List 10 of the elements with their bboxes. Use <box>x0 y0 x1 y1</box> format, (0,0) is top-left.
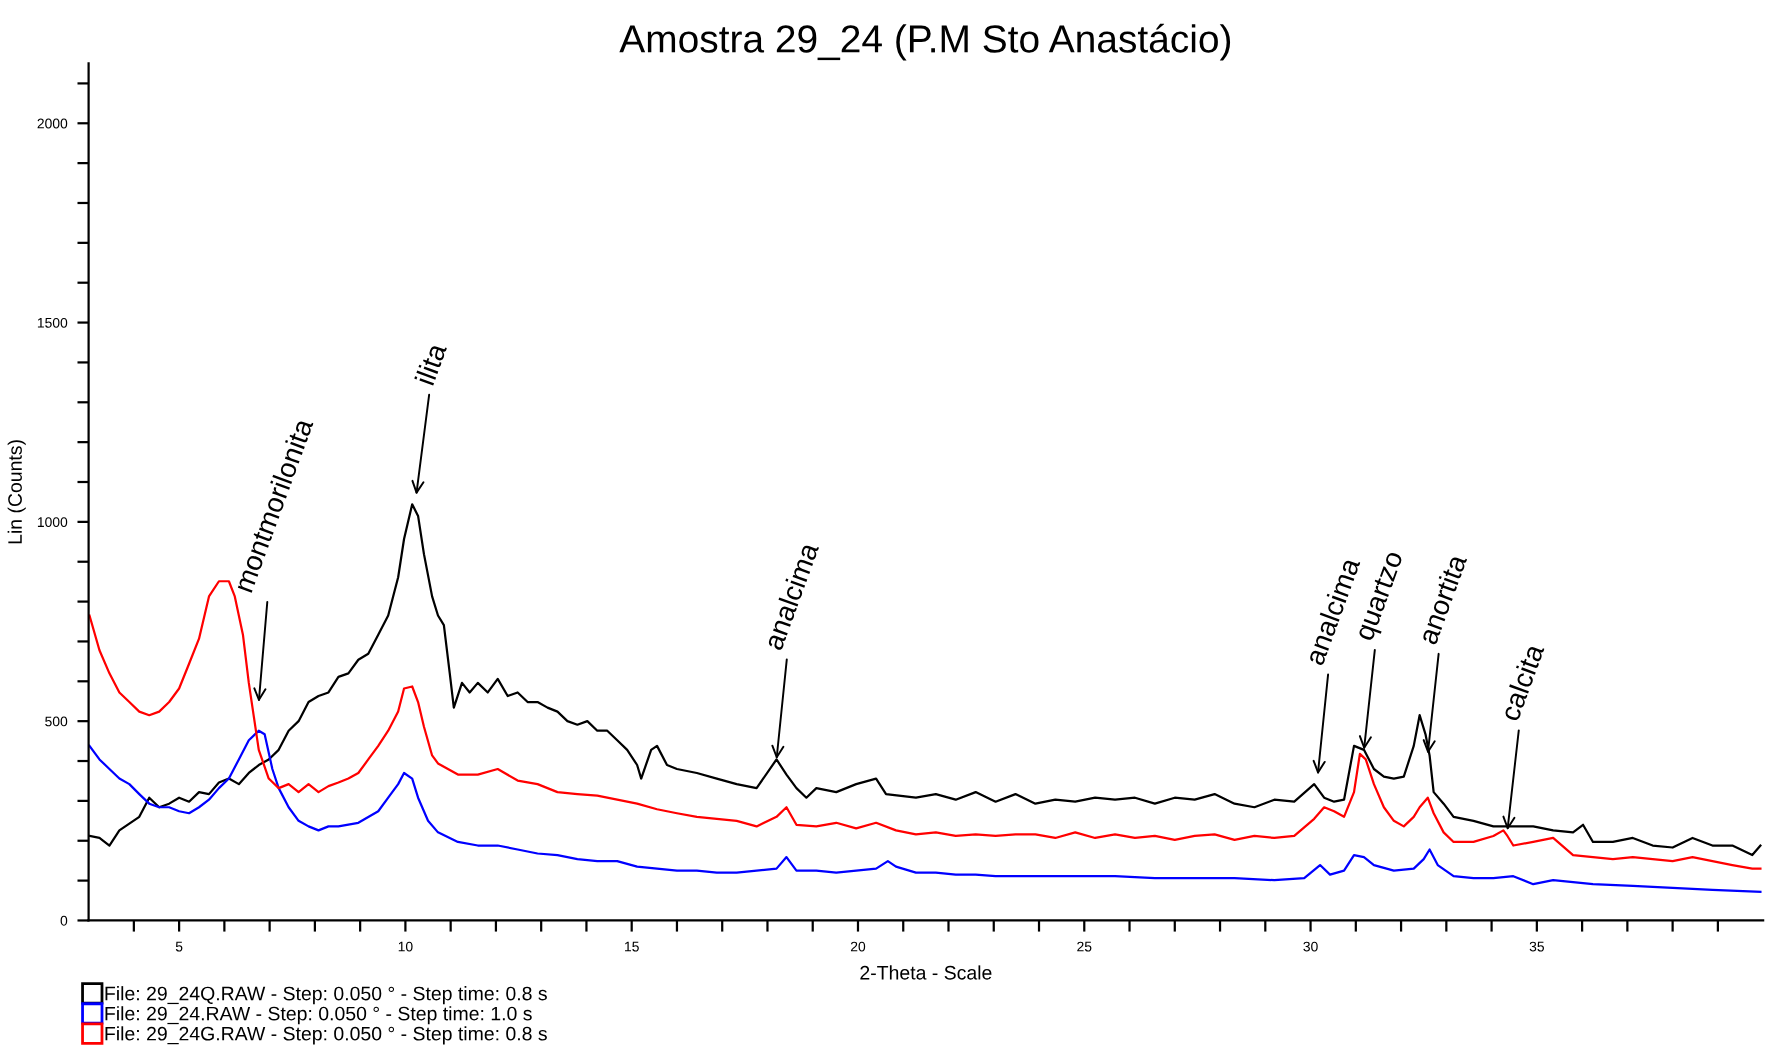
legend-label: File: 29_24.RAW - Step: 0.050 ° - Step time: 1.0 s <box>105 1006 532 1025</box>
legend-label: File: 29_24G.RAW - Step: 0.050 ° - Step time: 0.8 s <box>105 1026 547 1045</box>
y-axis-title: Lin (Counts) <box>7 440 26 544</box>
legend-label: File: 29_24Q.RAW - Step: 0.050 ° - Step time: 0.8 s <box>105 986 547 1005</box>
annotation: calcita <box>1498 641 1545 722</box>
annotation: anortita <box>1416 552 1468 646</box>
annotation: ilita <box>414 341 448 386</box>
line-series <box>88 729 1762 893</box>
chart-title: Amostra 29_24 (P.M Sto Anastácio) <box>619 23 1231 61</box>
x-axis-title: 2-Theta - Scale <box>860 965 992 980</box>
